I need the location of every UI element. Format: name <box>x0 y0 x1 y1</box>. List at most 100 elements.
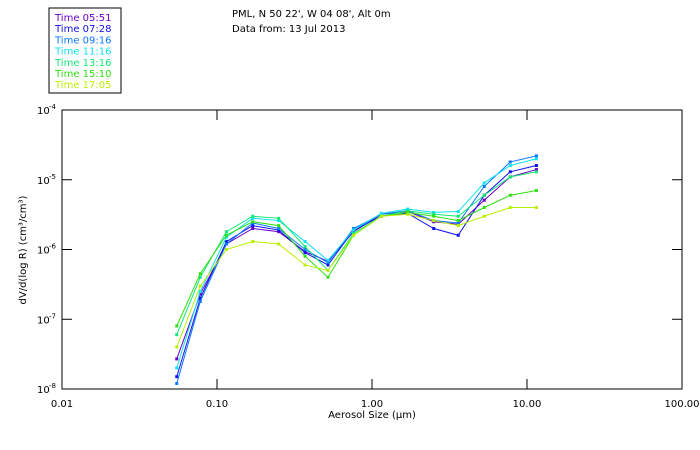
data-point <box>352 231 356 235</box>
data-point <box>175 333 179 337</box>
data-point <box>224 248 228 251</box>
data-point <box>251 220 255 224</box>
x-tick-label: 0.10 <box>206 399 228 410</box>
data-point <box>277 224 281 228</box>
data-point <box>198 299 202 303</box>
data-point <box>352 230 356 234</box>
data-point <box>379 214 383 218</box>
data-point <box>224 235 228 239</box>
data-point <box>277 219 281 223</box>
data-point <box>326 275 330 279</box>
data-point <box>406 209 410 213</box>
data-point <box>277 216 281 220</box>
legend-entry: Time 11:16 <box>54 47 111 58</box>
data-point <box>456 214 460 218</box>
data-point <box>175 357 179 361</box>
data-point <box>432 227 436 231</box>
data-point <box>534 206 538 210</box>
data-point <box>508 206 512 210</box>
data-point <box>508 170 512 174</box>
data-point <box>534 157 538 161</box>
plot-frame <box>61 109 683 390</box>
data-point <box>198 284 202 288</box>
data-point <box>224 240 228 244</box>
x-tick-label: 0.01 <box>51 399 73 410</box>
data-point <box>277 227 281 231</box>
data-point <box>175 366 179 370</box>
series-group <box>175 154 538 385</box>
data-point <box>482 193 486 197</box>
data-point <box>175 375 179 379</box>
y-tick-label-exponent: -5 <box>49 173 56 181</box>
data-point <box>432 212 436 216</box>
data-point <box>482 214 486 218</box>
y-tick-label-exponent: -6 <box>49 243 57 251</box>
data-point <box>277 242 281 246</box>
data-point <box>224 230 228 234</box>
data-point <box>534 189 538 193</box>
series-line <box>176 190 537 327</box>
legend-entry: Time 15:10 <box>54 69 111 80</box>
data-point <box>456 233 460 237</box>
data-point <box>482 206 486 210</box>
data-point <box>456 224 460 228</box>
data-point <box>198 292 202 296</box>
data-point <box>198 296 202 300</box>
data-point <box>456 219 460 223</box>
x-tick-label: 10.00 <box>513 399 542 410</box>
y-tick-label-base: 10 <box>37 246 50 257</box>
y-tick-label-base: 10 <box>37 106 50 117</box>
chart-title-line-1: PML, N 50 22', W 04 08', Alt 0m <box>232 9 391 20</box>
data-point <box>251 214 255 218</box>
data-point <box>352 228 356 232</box>
data-point <box>406 210 410 214</box>
data-point <box>175 324 179 328</box>
legend-entry: Time 13:16 <box>54 58 111 69</box>
data-point <box>508 160 512 164</box>
data-point <box>379 211 383 215</box>
data-point <box>198 272 202 276</box>
data-point <box>508 193 512 197</box>
data-point <box>175 381 179 385</box>
legend-entry: Time 05:51 <box>54 13 111 24</box>
y-tick-label-exponent: -7 <box>49 312 56 320</box>
y-tick-label-base: 10 <box>37 315 50 326</box>
data-point <box>326 268 330 272</box>
legend-box <box>48 7 122 94</box>
data-point <box>277 230 281 234</box>
data-point <box>198 289 202 293</box>
data-point <box>303 248 307 251</box>
x-tick-label: 100.00 <box>665 399 700 410</box>
data-point <box>251 227 255 231</box>
data-point <box>303 254 307 258</box>
data-point <box>277 228 281 232</box>
data-point <box>303 251 307 255</box>
x-axis-label: Aerosol Size (µm) <box>328 410 416 421</box>
y-tick-label-base: 10 <box>37 176 50 187</box>
data-point <box>482 185 486 189</box>
legend-entry: Time 17:05 <box>54 80 111 91</box>
data-point <box>198 275 202 279</box>
data-point <box>251 224 255 228</box>
y-tick-label-exponent: -8 <box>49 382 56 390</box>
data-point <box>508 175 512 179</box>
data-point <box>432 210 436 214</box>
data-point <box>406 207 410 211</box>
chart-title-line-2: Data from: 13 Jul 2013 <box>232 24 345 35</box>
x-tick-label: 1.00 <box>361 399 383 410</box>
data-point <box>482 198 486 202</box>
data-point <box>456 210 460 214</box>
data-point <box>326 258 330 262</box>
series-line <box>176 155 537 384</box>
data-point <box>224 242 228 246</box>
legend-entry: Time 07:28 <box>54 24 111 35</box>
data-point <box>482 181 486 185</box>
data-point <box>251 240 255 244</box>
data-point <box>303 245 307 249</box>
data-point <box>175 345 179 349</box>
y-tick-label-base: 10 <box>37 385 50 396</box>
data-point <box>352 233 356 237</box>
data-point <box>534 164 538 168</box>
data-point <box>534 170 538 174</box>
